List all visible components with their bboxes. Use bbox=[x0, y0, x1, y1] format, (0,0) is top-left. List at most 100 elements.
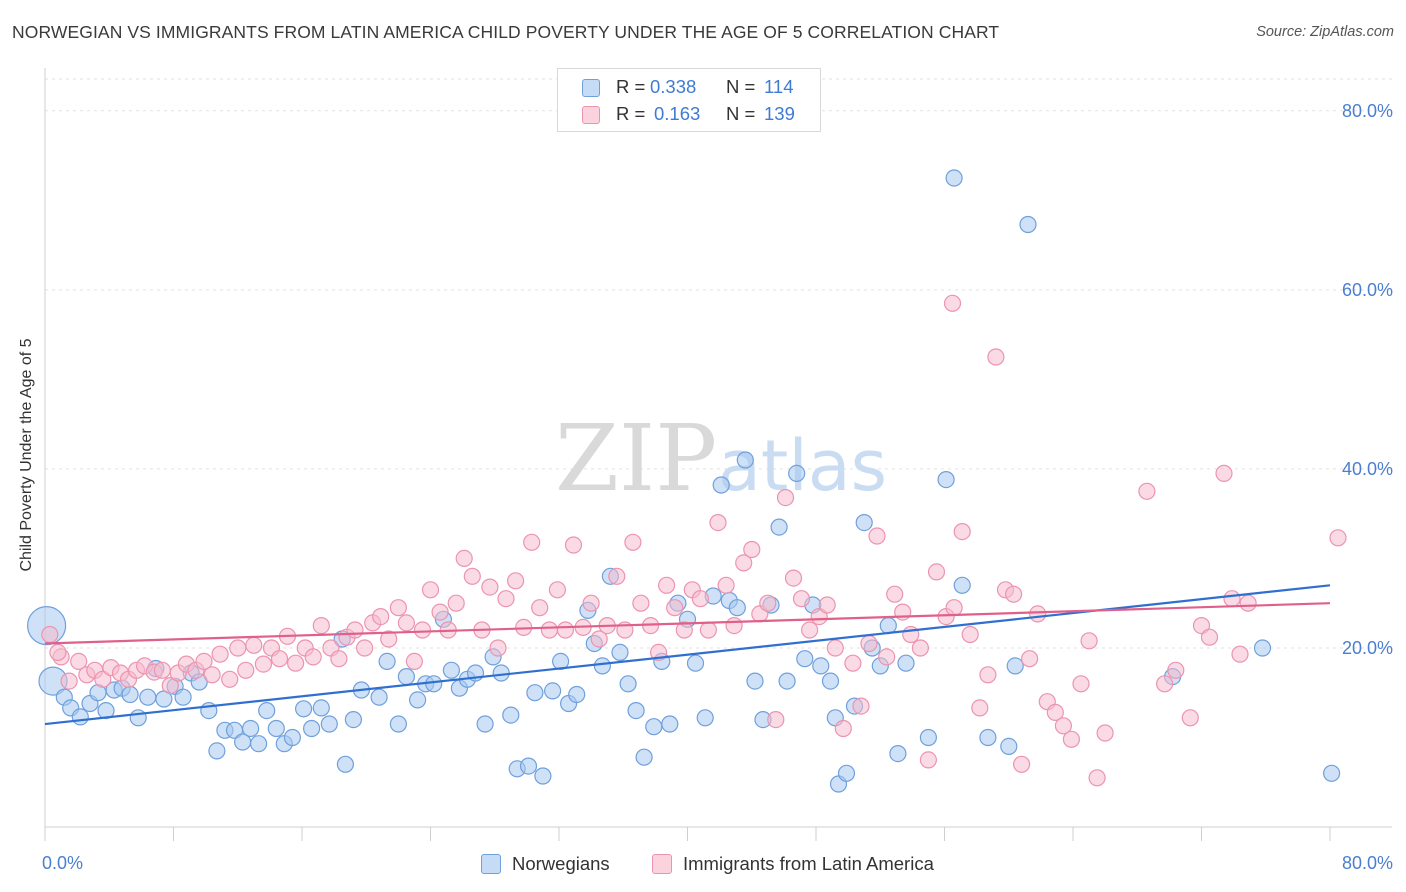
data-point bbox=[855, 513, 873, 532]
legend-swatch-immigrants bbox=[582, 106, 600, 124]
data-point bbox=[608, 567, 626, 585]
y-tick-label: 60.0% bbox=[1342, 280, 1393, 300]
data-point bbox=[195, 652, 213, 671]
data-point bbox=[953, 576, 971, 594]
data-point bbox=[1029, 605, 1047, 623]
data-point bbox=[258, 701, 276, 720]
watermark: ZIP atlas bbox=[555, 405, 887, 512]
data-point bbox=[60, 672, 78, 690]
data-point bbox=[759, 594, 777, 612]
data-point bbox=[221, 670, 239, 688]
legend-series: Norwegians Immigrants from Latin America bbox=[0, 852, 1406, 878]
data-point bbox=[336, 755, 354, 773]
legend-row-norwegians: R = 0.338 N = 114 bbox=[558, 75, 820, 101]
data-point bbox=[971, 699, 989, 717]
data-point bbox=[666, 599, 684, 617]
data-point bbox=[1046, 703, 1064, 722]
data-point bbox=[611, 643, 629, 662]
series-immigrants bbox=[41, 294, 1347, 787]
data-point bbox=[153, 661, 171, 679]
data-point bbox=[812, 657, 830, 675]
data-point bbox=[229, 639, 247, 657]
trend-layer bbox=[44, 584, 1331, 726]
tick-labels: 20.0% 40.0% 60.0% 80.0% 0.0% 80.0% bbox=[42, 101, 1393, 873]
data-point bbox=[979, 728, 997, 747]
data-point bbox=[295, 700, 313, 718]
data-point bbox=[657, 576, 676, 594]
data-point bbox=[270, 650, 289, 668]
y-tick-label: 20.0% bbox=[1342, 638, 1393, 658]
data-point bbox=[945, 169, 963, 187]
data-point bbox=[1200, 628, 1219, 646]
data-point bbox=[455, 549, 473, 568]
legend-label-norwegians: Norwegians bbox=[512, 853, 610, 874]
data-point bbox=[735, 554, 753, 572]
legend-swatch-immigrants bbox=[652, 854, 672, 874]
data-point bbox=[1012, 755, 1031, 773]
data-point bbox=[543, 682, 562, 700]
data-point bbox=[447, 594, 465, 612]
data-point bbox=[531, 599, 549, 617]
data-point bbox=[826, 639, 844, 657]
data-point bbox=[94, 670, 112, 688]
data-point bbox=[556, 621, 575, 639]
data-point bbox=[788, 464, 806, 482]
data-point bbox=[372, 607, 390, 626]
data-point bbox=[886, 585, 904, 603]
data-point bbox=[303, 719, 321, 738]
data-point bbox=[174, 688, 192, 706]
data-point bbox=[1223, 590, 1241, 608]
data-point bbox=[1006, 657, 1024, 675]
data-point bbox=[627, 701, 645, 720]
data-point bbox=[405, 652, 423, 671]
data-point bbox=[943, 294, 962, 312]
data-point bbox=[632, 594, 650, 612]
data-point bbox=[254, 655, 272, 673]
data-point bbox=[937, 471, 955, 489]
data-point bbox=[725, 616, 743, 635]
data-point bbox=[481, 578, 499, 596]
data-point bbox=[879, 616, 897, 635]
data-point bbox=[961, 625, 979, 644]
data-point bbox=[397, 667, 415, 686]
data-point bbox=[834, 719, 852, 738]
legend-r-value: 0.163 bbox=[654, 103, 701, 124]
data-point bbox=[389, 715, 407, 733]
data-point bbox=[661, 715, 679, 733]
data-point bbox=[378, 652, 396, 671]
data-point bbox=[534, 767, 552, 785]
x-tick-label: 0.0% bbox=[42, 853, 83, 873]
data-point bbox=[356, 639, 374, 657]
data-point bbox=[767, 710, 785, 729]
data-point bbox=[304, 648, 322, 666]
source-credit: Source: ZipAtlas.com bbox=[1256, 24, 1394, 40]
data-point bbox=[564, 536, 583, 554]
data-point bbox=[97, 701, 115, 720]
data-point bbox=[945, 599, 963, 617]
legend-row-immigrants: R = 0.163 N = 139 bbox=[558, 102, 820, 128]
legend-n-label: N = bbox=[726, 103, 756, 124]
data-point bbox=[41, 625, 59, 644]
data-point bbox=[821, 672, 840, 690]
data-point bbox=[540, 621, 559, 639]
legend-stats: R = 0.338 N = 114 R = 0.163 N = 139 bbox=[557, 68, 821, 132]
data-point bbox=[71, 708, 89, 726]
data-point bbox=[568, 685, 586, 704]
data-point bbox=[312, 616, 330, 635]
legend-n-value: 114 bbox=[764, 76, 794, 97]
data-point bbox=[203, 666, 221, 684]
data-point bbox=[70, 652, 88, 671]
data-point bbox=[624, 533, 642, 551]
data-point bbox=[645, 718, 663, 736]
data-point bbox=[1080, 632, 1098, 650]
data-point bbox=[582, 594, 600, 612]
data-point bbox=[431, 603, 449, 621]
data-point bbox=[548, 581, 567, 599]
data-point bbox=[250, 735, 268, 753]
data-point bbox=[889, 744, 907, 763]
data-point bbox=[370, 688, 388, 706]
data-point bbox=[1253, 639, 1272, 657]
data-point bbox=[593, 657, 612, 675]
data-point bbox=[413, 621, 432, 639]
